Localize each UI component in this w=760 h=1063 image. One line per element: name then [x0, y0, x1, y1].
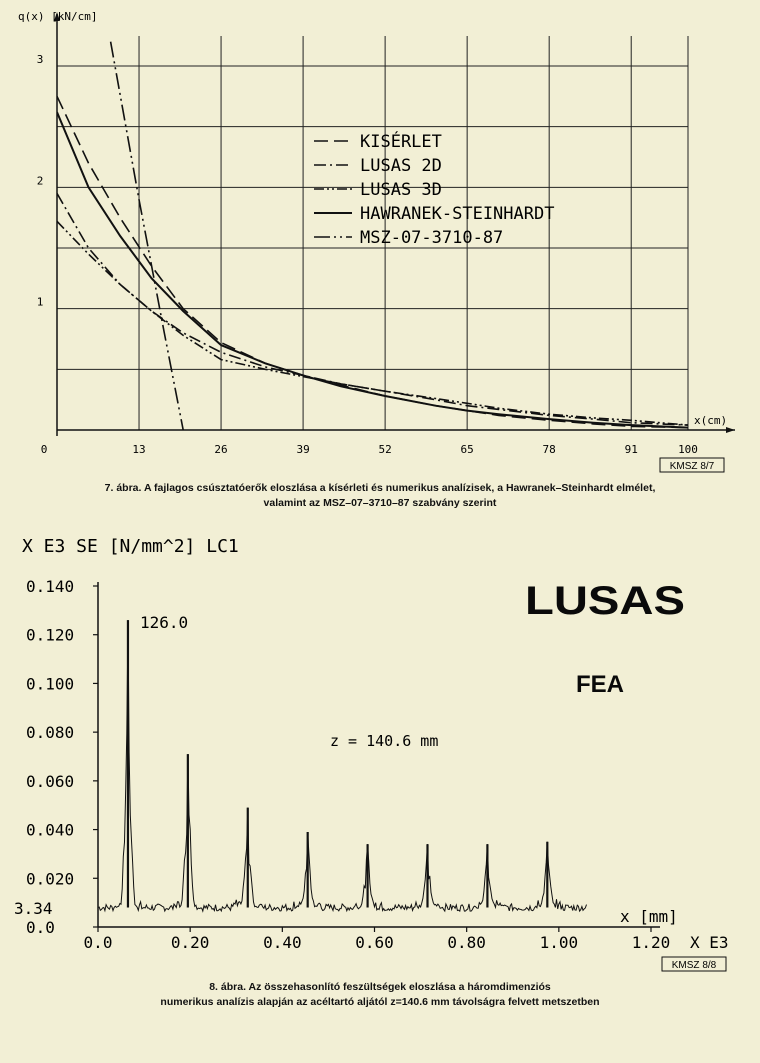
chart2-x-tick-label: 1.20 — [632, 933, 671, 952]
chart2-y-tick-label: 0.0 — [26, 918, 55, 937]
chart2-y-tick-label: 0.060 — [26, 772, 74, 791]
chart1-x-tick-label: 0 — [41, 443, 48, 456]
chart2-x-multiplier: X E3 — [690, 933, 729, 952]
chart1-y-axis-label: q(x) [kN/cm] — [18, 10, 97, 23]
chart1-legend-label: MSZ-07-3710-87 — [360, 228, 503, 248]
chart2-x-tick-label: 0.20 — [171, 933, 210, 952]
chart1-x-arrow — [726, 427, 735, 433]
figure1-caption: 7. ábra. A fajlagos csúsztatóerők eloszl… — [0, 481, 760, 511]
chart2-y-tick-label: 0.020 — [26, 869, 74, 888]
chart2-title: X E3 SE [N/mm^2] LC1 — [22, 536, 239, 557]
chart1-axes — [54, 12, 735, 436]
chart2-ticks: 0.0 0.020 0.040 0.060 0.080 0.100 0.120 0.140 0.… — [26, 577, 670, 952]
figure1-stamp: KMSZ 8/7 — [670, 461, 715, 472]
chart1-y-tick-label: 2 — [37, 174, 44, 187]
chart2-y-tick-label: 0.040 — [26, 821, 74, 840]
chart2-y-tick-label: 0.080 — [26, 723, 74, 742]
chart2-y-tick-label: 0.140 — [26, 577, 74, 596]
chart2-annotation: z = 140.6 mm — [330, 732, 438, 750]
chart1-x-tick-label: 39 — [296, 443, 309, 456]
lusas-logo: LUSAS — [525, 579, 685, 623]
chart1-y-arrow — [54, 12, 60, 21]
chart1-series-3 — [57, 111, 688, 429]
chart1-x-tick-label: 78 — [543, 443, 556, 456]
chart2-min-label: 3.34 — [14, 899, 53, 918]
chart2-x-tick-label: 0.60 — [355, 933, 394, 952]
chart1-y-tick-label: 3 — [37, 53, 44, 66]
chart1-x-tick-label: 26 — [214, 443, 227, 456]
chart1-x-tick-label: 91 — [625, 443, 638, 456]
chart1-x-tick-label: 100 — [678, 443, 698, 456]
chart1-x-tick-label: 52 — [378, 443, 391, 456]
figure2-stamp: KMSZ 8/8 — [672, 960, 717, 971]
chart1-x-tick-label: 13 — [132, 443, 145, 456]
chart1-series — [57, 41, 688, 430]
chart2-y-tick-label: 0.120 — [26, 626, 74, 645]
figure1-stamp-box — [659, 457, 725, 473]
chart2-x-tick-label: 0.80 — [447, 933, 486, 952]
chart2-x-tick-label: 0.40 — [263, 933, 302, 952]
chart1-y-tick-label: 1 — [37, 296, 44, 309]
chart2-series — [97, 620, 587, 913]
chart1-series-0 — [57, 95, 688, 429]
figure2-caption-line2: numerikus analízis alapján az acéltartó … — [160, 996, 600, 1008]
chart2-x-tick-label: 0.0 — [84, 933, 113, 952]
chart1-ticks: 0 13 26 39 52 65 78 91 100 1 2 3 — [37, 53, 698, 456]
chart2-x-axis-label: x [mm] — [620, 907, 678, 926]
chart1-legend-label: LUSAS 2D — [360, 156, 442, 176]
figure2-caption: 8. ábra. Az összehasonlító feszültségek … — [0, 980, 760, 1010]
figure2-caption-line1: 8. ábra. Az összehasonlító feszültségek … — [209, 981, 551, 993]
chart2-stress-trace — [97, 620, 587, 913]
chart2-max-label: 126.0 — [140, 613, 188, 632]
chart1-series-2 — [57, 220, 688, 426]
chart1-legend-label: HAWRANEK-STEINHARDT — [360, 204, 554, 224]
chart1-x-axis-label: x(cm) — [694, 414, 727, 427]
figure1-caption-line2: valamint az MSZ–07–3710–87 szabvány szer… — [263, 497, 497, 509]
figure2-stamp-box — [661, 956, 727, 972]
chart2-axes — [97, 582, 660, 928]
figure1-caption-line1: 7. ábra. A fajlagos csúsztatóerők eloszl… — [104, 482, 656, 494]
chart1-legend-label: KISÉRLET — [360, 130, 442, 152]
chart1-legend-label: LUSAS 3D — [360, 180, 442, 200]
chart1-x-tick-label: 65 — [461, 443, 474, 456]
chart1-legend: KISÉRLET LUSAS 2D LUSAS 3D HAWRANEK-STEINHA… — [314, 130, 554, 248]
shear-flow-chart: 0 13 26 39 52 65 78 91 100 1 2 3 q(x) [kN/cm] x(cm)… — [18, 10, 735, 473]
chart1-grid — [57, 36, 689, 430]
chart1-series-4 — [109, 41, 184, 430]
chart2-x-tick-label: 1.00 — [540, 933, 579, 952]
chart2-y-tick-label: 0.100 — [26, 674, 74, 693]
fea-label: FEA — [576, 671, 624, 698]
